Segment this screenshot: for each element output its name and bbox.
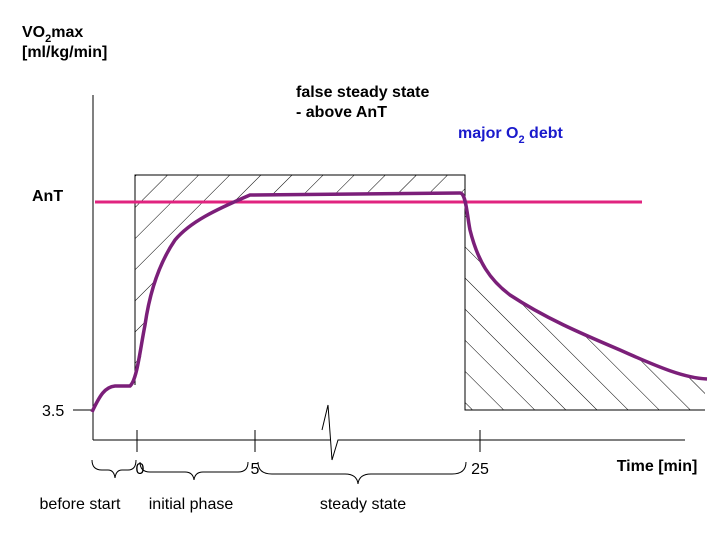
hatch-area	[465, 200, 705, 410]
label-part: major O	[458, 125, 518, 142]
brace	[91, 459, 137, 479]
label-part: max	[51, 24, 83, 41]
y-tick-label: 3.5	[42, 403, 64, 420]
phase-label: initial phase	[149, 496, 234, 513]
hatch-outline	[134, 174, 705, 411]
x-axis-label: Time [min]	[617, 458, 698, 475]
annotation: major O2 debt	[458, 125, 563, 146]
subscript: 2	[45, 33, 51, 45]
vo2-curve	[90, 191, 708, 413]
hatch-area	[135, 175, 465, 385]
annotation: - above AnT	[296, 104, 387, 121]
phase-label: steady state	[320, 496, 406, 513]
brace	[257, 461, 467, 485]
y-axis-label: VO2max	[22, 24, 83, 45]
threshold-label: AnT	[32, 188, 63, 205]
subscript: 2	[518, 134, 524, 146]
brace	[139, 461, 249, 481]
x-tick-label: 0	[136, 461, 145, 478]
annotation: false steady state	[296, 84, 430, 101]
label-part: debt	[525, 125, 564, 142]
y-axis-unit: [ml/kg/min]	[22, 44, 107, 61]
x-tick-label: 25	[471, 461, 489, 478]
phase-label: before start	[40, 496, 121, 513]
axis-break	[321, 404, 340, 461]
label-part: VO	[22, 24, 45, 41]
x-tick-label: 5	[251, 461, 260, 478]
